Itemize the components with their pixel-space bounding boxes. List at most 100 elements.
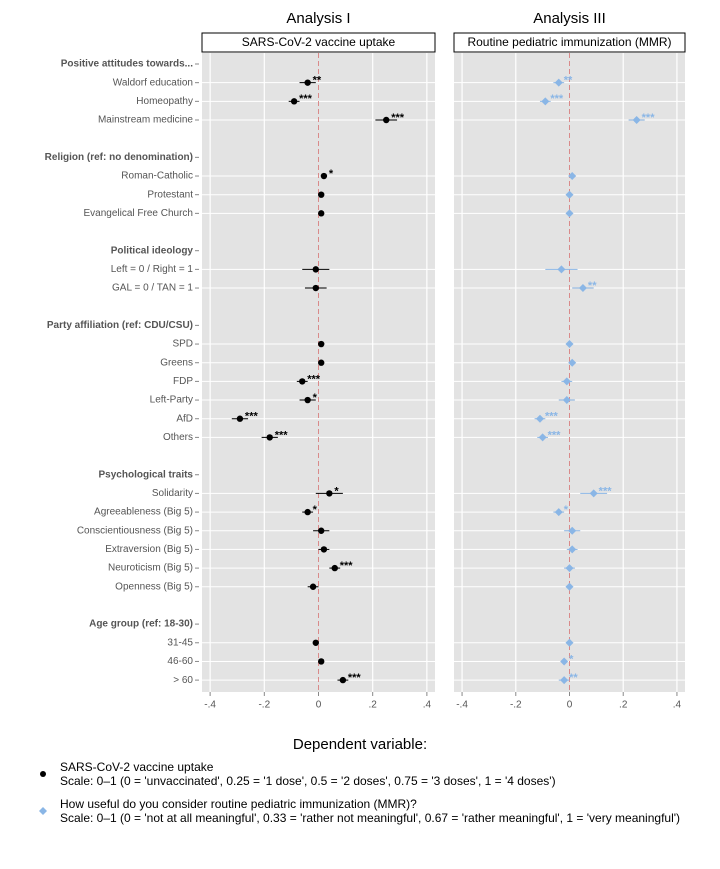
legend-marker <box>39 807 47 815</box>
group-header: Party affiliation (ref: CDU/CSU) <box>47 320 193 331</box>
point <box>383 116 390 124</box>
point <box>318 210 325 217</box>
row-label: Roman-Catholic <box>121 171 193 182</box>
point <box>326 490 333 497</box>
row-label: Greens <box>160 357 193 368</box>
x-tick-label: -.2 <box>510 700 522 711</box>
point <box>562 377 571 386</box>
plot-area <box>454 53 685 692</box>
point <box>632 116 641 125</box>
significance: * <box>329 168 334 180</box>
point <box>320 172 328 180</box>
x-tick-label: .2 <box>369 700 378 711</box>
row-label: Left = 0 / Right = 1 <box>111 264 194 275</box>
point <box>541 97 550 106</box>
row-label: Solidarity <box>152 488 193 499</box>
point <box>562 396 571 405</box>
legend-title: Dependent variable: <box>293 736 427 753</box>
row-label: AfD <box>176 413 193 424</box>
row-label: Others <box>163 432 193 443</box>
x-tick-label: -.4 <box>456 700 468 711</box>
row-label: Agreeableness (Big 5) <box>94 507 193 518</box>
point <box>304 396 311 404</box>
point <box>299 378 306 385</box>
point <box>266 434 273 441</box>
row-label: Waldorf education <box>113 77 193 88</box>
point <box>554 508 563 517</box>
point <box>565 564 574 573</box>
point <box>538 433 547 442</box>
row-label: Homeopathy <box>136 96 193 107</box>
significance: *** <box>275 429 289 441</box>
significance: *** <box>348 672 362 684</box>
row-label: 31-45 <box>167 637 193 648</box>
point <box>318 340 325 348</box>
row-label: 46-60 <box>167 656 193 667</box>
point <box>339 676 347 684</box>
row-label: FDP <box>173 376 193 387</box>
point <box>312 266 319 273</box>
point <box>589 489 598 498</box>
group-header: Political ideology <box>111 245 194 256</box>
x-tick-label: -.2 <box>258 700 270 711</box>
significance: *** <box>340 560 354 572</box>
row-label: Neuroticism (Big 5) <box>108 563 193 574</box>
point <box>320 546 328 553</box>
point <box>331 564 338 572</box>
legend-label: How useful do you consider routine pedia… <box>60 797 417 811</box>
significance: *** <box>599 485 613 497</box>
significance: * <box>313 504 318 516</box>
significance: *** <box>548 429 562 441</box>
point <box>565 582 574 591</box>
group-header: Religion (ref: no denomination) <box>45 152 193 163</box>
row-label: Extraversion (Big 5) <box>105 544 193 555</box>
significance: *** <box>245 411 259 423</box>
point <box>557 265 566 274</box>
legend-note: Scale: 0–1 (0 = 'not at all meaningful',… <box>60 811 680 825</box>
group-header: Positive attitudes towards... <box>61 59 193 70</box>
legend-note: Scale: 0–1 (0 = 'unvaccinated', 0.25 = '… <box>60 774 556 788</box>
point <box>318 527 325 534</box>
row-label: SPD <box>172 339 193 350</box>
point <box>304 79 311 86</box>
point <box>568 172 577 181</box>
significance: ** <box>569 672 578 684</box>
legend-marker <box>40 771 46 777</box>
significance: *** <box>391 112 405 124</box>
point <box>578 284 587 293</box>
x-tick-label: .4 <box>423 700 432 711</box>
subtitle-box <box>201 32 436 53</box>
point <box>554 78 563 87</box>
point <box>318 658 325 665</box>
point <box>565 638 574 647</box>
significance: ** <box>588 280 597 292</box>
point <box>304 508 311 516</box>
group-header: Age group (ref: 18-30) <box>89 619 193 630</box>
significance: *** <box>550 93 564 105</box>
significance: *** <box>642 112 656 124</box>
x-tick-label: .4 <box>673 700 682 711</box>
point <box>318 359 325 366</box>
significance: * <box>569 653 574 665</box>
legend-label: SARS-CoV-2 vaccine uptake <box>60 760 214 774</box>
point <box>309 583 317 590</box>
significance: *** <box>307 373 321 385</box>
point <box>568 526 577 535</box>
significance: ** <box>564 75 573 87</box>
subtitle-box <box>453 32 686 53</box>
significance: *** <box>545 411 559 423</box>
x-tick-label: 0 <box>316 700 322 711</box>
group-header: Psychological traits <box>99 469 194 480</box>
panel-title: Analysis I <box>286 10 350 27</box>
point <box>318 191 325 198</box>
row-label: Left-Party <box>150 395 193 406</box>
row-label: GAL = 0 / TAN = 1 <box>112 283 193 294</box>
panel-subtitle: Routine pediatric immunization (MMR) <box>467 35 671 49</box>
point <box>560 676 569 685</box>
point <box>568 545 577 554</box>
point <box>312 639 319 646</box>
row-label: Conscientiousness (Big 5) <box>77 525 193 536</box>
x-tick-label: -.4 <box>204 700 216 711</box>
